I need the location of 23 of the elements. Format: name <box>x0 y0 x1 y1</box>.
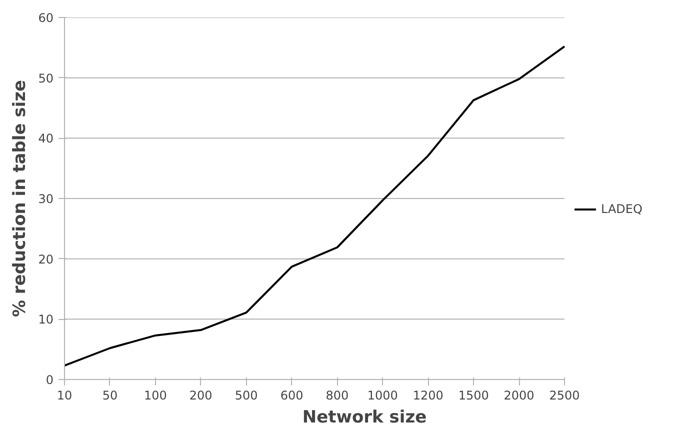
x-tick-label: 50 <box>102 388 118 402</box>
x-tick-label: 2500 <box>549 388 580 402</box>
y-tick-label: 20 <box>38 252 54 266</box>
x-tick-label: 10 <box>56 388 72 402</box>
x-tick-label: 200 <box>189 388 212 402</box>
x-tick-label: 600 <box>280 388 304 402</box>
x-tick-label: 1000 <box>367 388 398 402</box>
line-series <box>64 45 566 367</box>
x-tick-label: 2000 <box>504 388 534 402</box>
x-tick-label: 1200 <box>412 388 444 402</box>
x-tick-label: 1500 <box>458 388 489 402</box>
y-axis-title: % reduction in table size <box>10 80 30 318</box>
y-tick-label: 40 <box>38 132 54 146</box>
legend-label: LADEQ <box>601 202 642 216</box>
y-tick-label: 60 <box>38 11 54 25</box>
x-tick-label: 100 <box>144 388 167 402</box>
y-tick-label: 50 <box>38 71 54 86</box>
y-tick-label: 30 <box>38 192 54 206</box>
y-tick-label: 0 <box>46 373 54 387</box>
x-tick-label: 800 <box>326 388 349 402</box>
x-axis-title: Network size <box>302 408 427 428</box>
x-tick-label: 500 <box>234 388 258 402</box>
y-tick-label: 10 <box>38 312 54 327</box>
